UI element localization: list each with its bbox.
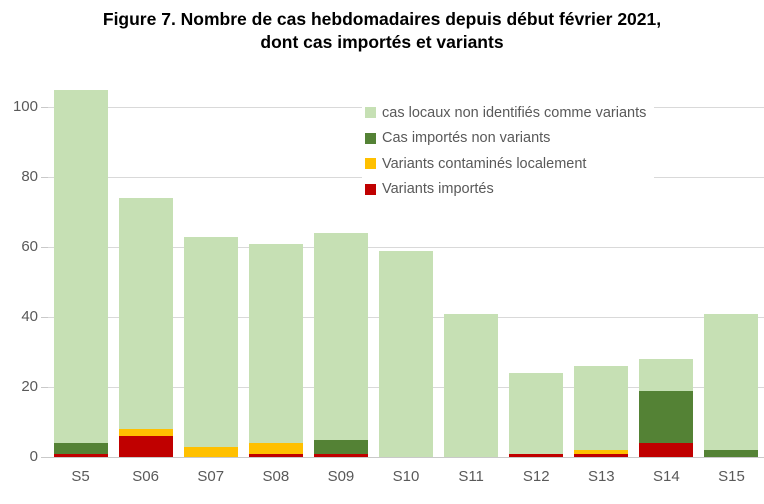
bar-segment	[379, 250, 434, 457]
bar-S07	[183, 236, 238, 457]
bar-segment	[639, 443, 694, 457]
y-axis-tick-label-60: 60	[21, 238, 38, 255]
y-axis-labels: 0 20 40 60 80 100	[0, 0, 40, 504]
bar-S15	[704, 313, 759, 457]
figure-title-line2: dont cas importés et variants	[260, 32, 504, 52]
figure-title: Figure 7. Nombre de cas hebdomadaires de…	[0, 8, 764, 54]
y-axis-tick-mark	[41, 177, 48, 178]
y-axis-tick-label-100: 100	[12, 98, 38, 115]
bar-segment	[574, 366, 629, 450]
chart-plot-area	[48, 70, 764, 457]
bar-slot-S12	[504, 70, 569, 457]
y-axis-tick-mark	[41, 107, 48, 108]
y-axis-tick-label-20: 20	[21, 378, 38, 395]
bar-slot-S10	[373, 70, 438, 457]
x-axis-label-S07: S07	[197, 468, 225, 485]
bar-segment	[313, 439, 368, 454]
x-axis-label-S15: S15	[718, 468, 745, 485]
legend-label: Variants contaminés localement	[382, 155, 587, 172]
x-axis-label-S14: S14	[653, 468, 680, 485]
bar-S14	[639, 359, 694, 457]
legend-item: cas locaux non identifiés comme variants	[365, 100, 646, 126]
y-axis-tick-mark	[41, 317, 48, 318]
bar-S12	[509, 373, 564, 457]
x-axis-label-S08: S08	[262, 468, 290, 485]
bar-segment	[248, 453, 303, 457]
x-axis-label-S10: S10	[392, 468, 420, 485]
bar-slot-S14	[634, 70, 699, 457]
y-axis-tick-label-0: 0	[29, 448, 38, 465]
x-axis-label-S12: S12	[522, 468, 550, 485]
x-axis-labels: S5 S06 S07 S08 S09 S10 S11 S12 S13 S14 S15	[48, 468, 764, 485]
bar-S10	[379, 250, 434, 457]
bar-S11	[444, 313, 499, 457]
legend-label: Variants importés	[382, 181, 494, 198]
bar-segment	[704, 313, 759, 450]
legend-label: Cas importés non variants	[382, 130, 551, 147]
bar-segment	[444, 313, 499, 457]
bar-segment	[183, 236, 238, 447]
bar-segment	[574, 453, 629, 457]
legend-item: Variants contaminés localement	[365, 151, 646, 177]
bar-S09	[313, 233, 368, 457]
x-axis-label-S13: S13	[587, 468, 615, 485]
bar-segment	[639, 390, 694, 443]
legend-swatch	[365, 158, 376, 170]
bar-segment	[248, 243, 303, 443]
x-axis-line	[41, 457, 764, 458]
y-axis-tick-mark	[41, 247, 48, 248]
bar-segment	[53, 89, 108, 443]
bar-segment	[248, 443, 303, 454]
bar-segment	[509, 453, 564, 457]
bar-slot-S08	[243, 70, 308, 457]
x-axis-label-S5: S5	[71, 468, 90, 485]
y-axis-tick-label-40: 40	[21, 308, 38, 325]
y-axis-tick-label-80: 80	[21, 168, 38, 185]
bar-segment	[313, 233, 368, 440]
bar-segment	[183, 446, 238, 457]
x-axis-label-S09: S09	[327, 468, 355, 485]
legend-swatch	[365, 132, 376, 144]
y-axis-tick-mark	[41, 387, 48, 388]
bar-slot-S07	[178, 70, 243, 457]
bar-segment	[704, 450, 759, 457]
bar-segment	[118, 429, 173, 436]
gridline-60	[48, 247, 764, 248]
x-axis-label-S11: S11	[458, 468, 484, 485]
bar-segment	[313, 453, 368, 457]
bar-slot-S5	[48, 70, 113, 457]
bar-segment	[574, 450, 629, 454]
bar-S08	[248, 243, 303, 457]
bar-slot-S09	[308, 70, 373, 457]
bar-segment	[118, 198, 173, 429]
legend-item: Cas importés non variants	[365, 126, 646, 152]
bar-segment	[639, 359, 694, 391]
bars-container	[48, 70, 764, 457]
bar-S13	[574, 366, 629, 457]
legend-label: cas locaux non identifiés comme variants	[382, 104, 647, 121]
figure-title-line1: Figure 7. Nombre de cas hebdomadaires de…	[102, 9, 662, 29]
x-axis-label-S06: S06	[132, 468, 159, 485]
bar-segment	[53, 453, 108, 457]
y-axis-tick-mark	[41, 457, 48, 458]
bar-S5	[53, 89, 108, 457]
bar-segment	[509, 373, 564, 454]
legend-swatch	[365, 183, 376, 195]
bar-slot-S15	[699, 70, 764, 457]
legend-swatch	[365, 107, 376, 119]
bar-S06	[118, 198, 173, 457]
bar-slot-S06	[113, 70, 178, 457]
legend-item: Variants importés	[365, 177, 646, 203]
bar-slot-S13	[569, 70, 634, 457]
bar-slot-S11	[439, 70, 504, 457]
bar-segment	[53, 443, 108, 454]
legend: cas locaux non identifiés comme variants…	[362, 97, 655, 205]
bar-segment	[118, 436, 173, 457]
